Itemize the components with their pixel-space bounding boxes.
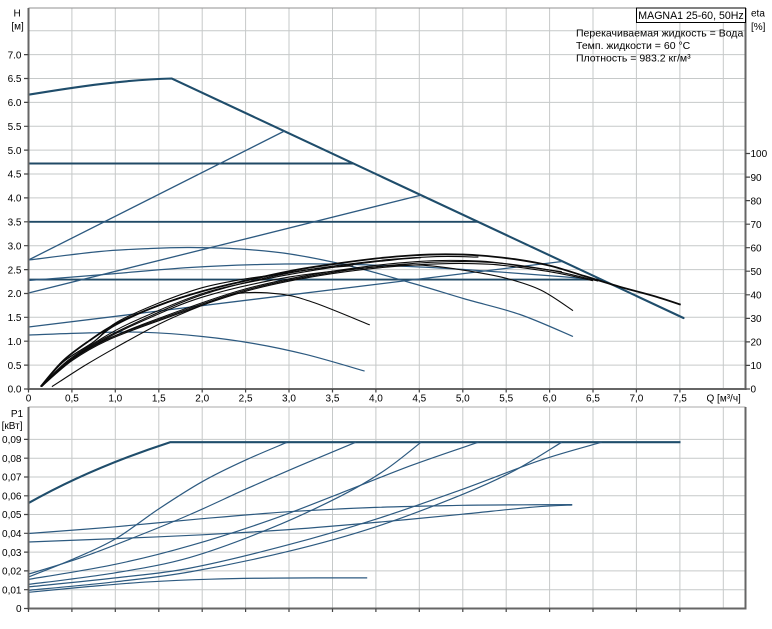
svg-text:0,09: 0,09 [2, 435, 22, 446]
svg-text:3,0: 3,0 [282, 393, 296, 404]
svg-text:20: 20 [751, 338, 763, 349]
svg-text:1.0: 1.0 [8, 337, 22, 348]
svg-text:4,0: 4,0 [369, 393, 383, 404]
svg-text:1,0: 1,0 [108, 393, 122, 404]
svg-text:6,5: 6,5 [586, 393, 600, 404]
svg-text:6,0: 6,0 [543, 393, 557, 404]
svg-text:4.0: 4.0 [8, 194, 22, 205]
svg-text:0,06: 0,06 [2, 492, 22, 503]
svg-text:0,08: 0,08 [2, 454, 22, 465]
svg-text:0,02: 0,02 [2, 567, 22, 578]
svg-text:MAGNA1 25-60, 50Hz: MAGNA1 25-60, 50Hz [638, 10, 743, 22]
svg-text:100: 100 [751, 149, 768, 160]
svg-text:90: 90 [751, 173, 763, 184]
svg-text:5,5: 5,5 [499, 393, 513, 404]
svg-text:5.0: 5.0 [8, 146, 22, 157]
svg-text:3.0: 3.0 [8, 241, 22, 252]
svg-text:0: 0 [751, 385, 757, 396]
svg-text:[%]: [%] [751, 22, 766, 33]
svg-text:0,5: 0,5 [65, 393, 79, 404]
svg-text:[кВт]: [кВт] [2, 421, 23, 432]
svg-text:10: 10 [751, 361, 763, 372]
svg-text:0.5: 0.5 [8, 361, 22, 372]
svg-text:H: H [13, 8, 20, 19]
svg-text:P1: P1 [11, 409, 24, 420]
svg-text:6.5: 6.5 [8, 74, 22, 85]
svg-text:7,5: 7,5 [673, 393, 687, 404]
svg-text:80: 80 [751, 196, 763, 207]
svg-text:7,0: 7,0 [629, 393, 643, 404]
svg-text:3,5: 3,5 [326, 393, 340, 404]
svg-text:7.0: 7.0 [8, 50, 22, 61]
svg-text:0.0: 0.0 [8, 385, 22, 396]
svg-text:0,05: 0,05 [2, 510, 22, 521]
svg-text:0: 0 [16, 604, 22, 615]
svg-text:Q [м³/ч]: Q [м³/ч] [707, 393, 742, 404]
svg-text:70: 70 [751, 220, 763, 231]
svg-text:eta: eta [751, 9, 765, 20]
svg-text:0,07: 0,07 [2, 473, 22, 484]
svg-text:4,5: 4,5 [412, 393, 426, 404]
svg-text:6.0: 6.0 [8, 98, 22, 109]
svg-text:Плотность = 983.2 кг/м³: Плотность = 983.2 кг/м³ [576, 53, 691, 65]
svg-text:40: 40 [751, 291, 763, 302]
svg-text:1,5: 1,5 [152, 393, 166, 404]
svg-text:60: 60 [751, 243, 763, 254]
svg-text:50: 50 [751, 267, 763, 278]
svg-text:3.5: 3.5 [8, 218, 22, 229]
svg-text:2.5: 2.5 [8, 265, 22, 276]
svg-text:2,5: 2,5 [239, 393, 253, 404]
svg-text:0,01: 0,01 [2, 585, 22, 596]
svg-text:0: 0 [26, 393, 32, 404]
svg-text:Перекачиваемая жидкость = Вода: Перекачиваемая жидкость = Вода [576, 28, 743, 40]
svg-text:[м]: [м] [11, 22, 24, 33]
svg-text:0,04: 0,04 [2, 529, 22, 540]
svg-text:4.5: 4.5 [8, 170, 22, 181]
svg-text:5,0: 5,0 [456, 393, 470, 404]
svg-text:2.0: 2.0 [8, 289, 22, 300]
svg-text:Темп. жидкости = 60 °C: Темп. жидкости = 60 °C [576, 40, 691, 52]
svg-text:2,0: 2,0 [195, 393, 209, 404]
svg-text:5.5: 5.5 [8, 122, 22, 133]
svg-text:1.5: 1.5 [8, 313, 22, 324]
svg-text:0,03: 0,03 [2, 548, 22, 559]
svg-text:30: 30 [751, 314, 763, 325]
